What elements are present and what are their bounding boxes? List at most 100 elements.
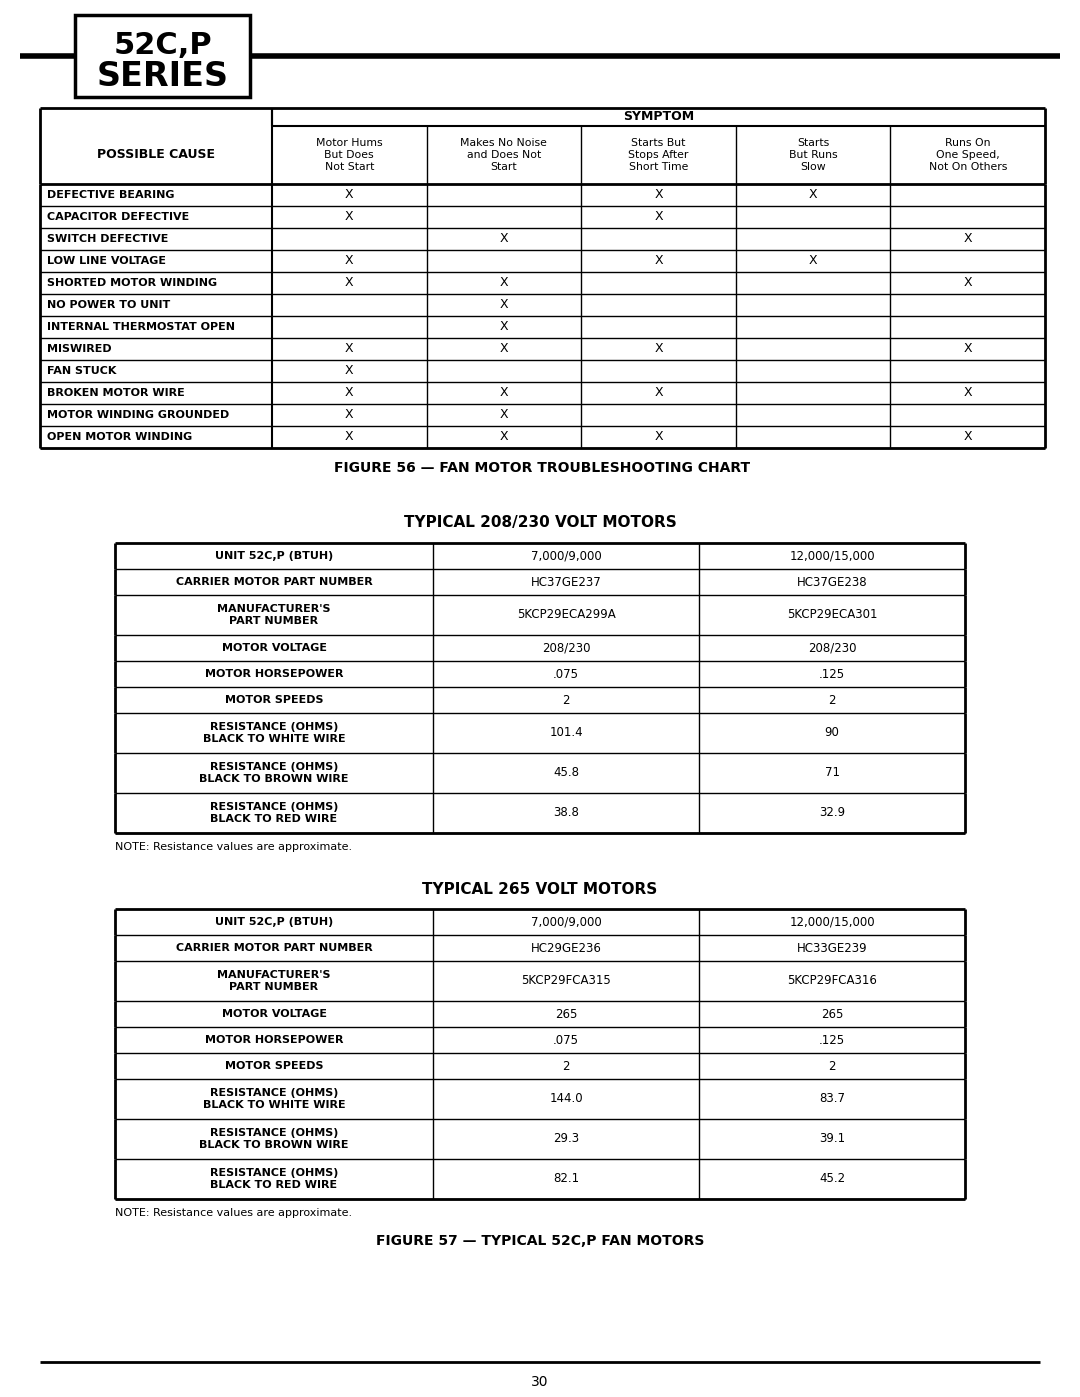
Text: 2: 2 [563, 693, 570, 707]
Text: OPEN MOTOR WINDING: OPEN MOTOR WINDING [48, 432, 192, 441]
Text: 101.4: 101.4 [550, 726, 583, 739]
Text: Starts
But Runs
Slow: Starts But Runs Slow [788, 138, 837, 172]
Text: .075: .075 [553, 1034, 579, 1046]
Text: 5KCP29ECA301: 5KCP29ECA301 [786, 609, 877, 622]
Text: X: X [963, 232, 972, 246]
Text: INTERNAL THERMOSTAT OPEN: INTERNAL THERMOSTAT OPEN [48, 321, 235, 332]
Text: 38.8: 38.8 [553, 806, 579, 820]
Text: X: X [500, 430, 509, 443]
Text: FIGURE 56 — FAN MOTOR TROUBLESHOOTING CHART: FIGURE 56 — FAN MOTOR TROUBLESHOOTING CH… [335, 461, 751, 475]
Text: X: X [654, 342, 663, 355]
Text: X: X [345, 408, 353, 422]
Text: 2: 2 [828, 1059, 836, 1073]
Text: X: X [345, 189, 353, 201]
Text: NOTE: Resistance values are approximate.: NOTE: Resistance values are approximate. [114, 842, 352, 852]
Text: CAPACITOR DEFECTIVE: CAPACITOR DEFECTIVE [48, 212, 189, 222]
Text: 32.9: 32.9 [819, 806, 845, 820]
Text: DEFECTIVE BEARING: DEFECTIVE BEARING [48, 190, 175, 200]
Text: 5KCP29FCA315: 5KCP29FCA315 [522, 975, 611, 988]
Text: Makes No Noise
and Does Not
Start: Makes No Noise and Does Not Start [460, 138, 548, 172]
Text: X: X [345, 387, 353, 400]
Text: .075: .075 [553, 668, 579, 680]
Text: MOTOR SPEEDS: MOTOR SPEEDS [225, 694, 323, 705]
Text: X: X [963, 387, 972, 400]
Text: 83.7: 83.7 [819, 1092, 845, 1105]
Text: RESISTANCE (OHMS)
BLACK TO RED WIRE: RESISTANCE (OHMS) BLACK TO RED WIRE [210, 802, 338, 824]
Text: 5KCP29FCA316: 5KCP29FCA316 [787, 975, 877, 988]
Text: X: X [345, 365, 353, 377]
Text: 71: 71 [824, 767, 839, 780]
Text: MOTOR VOLTAGE: MOTOR VOLTAGE [221, 643, 326, 652]
Text: MOTOR VOLTAGE: MOTOR VOLTAGE [221, 1009, 326, 1018]
Text: 7,000/9,000: 7,000/9,000 [530, 549, 602, 563]
Text: X: X [963, 430, 972, 443]
Text: 265: 265 [821, 1007, 843, 1020]
Text: X: X [963, 342, 972, 355]
Text: UNIT 52C,P (BTUH): UNIT 52C,P (BTUH) [215, 550, 333, 562]
Text: TYPICAL 265 VOLT MOTORS: TYPICAL 265 VOLT MOTORS [422, 882, 658, 897]
Text: X: X [500, 320, 509, 334]
Text: TYPICAL 208/230 VOLT MOTORS: TYPICAL 208/230 VOLT MOTORS [404, 515, 676, 531]
Text: 12,000/15,000: 12,000/15,000 [789, 549, 875, 563]
Text: 82.1: 82.1 [553, 1172, 579, 1186]
Text: Motor Hums
But Does
Not Start: Motor Hums But Does Not Start [316, 138, 382, 172]
Text: RESISTANCE (OHMS)
BLACK TO BROWN WIRE: RESISTANCE (OHMS) BLACK TO BROWN WIRE [199, 763, 349, 784]
Text: NOTE: Resistance values are approximate.: NOTE: Resistance values are approximate. [114, 1208, 352, 1218]
Text: HC33GE239: HC33GE239 [797, 942, 867, 954]
Text: MANUFACTURER'S
PART NUMBER: MANUFACTURER'S PART NUMBER [217, 970, 330, 992]
Text: FIGURE 57 — TYPICAL 52C,P FAN MOTORS: FIGURE 57 — TYPICAL 52C,P FAN MOTORS [376, 1234, 704, 1248]
Text: X: X [345, 277, 353, 289]
Text: 208/230: 208/230 [808, 641, 856, 655]
Text: UNIT 52C,P (BTUH): UNIT 52C,P (BTUH) [215, 916, 333, 928]
Text: MANUFACTURER'S
PART NUMBER: MANUFACTURER'S PART NUMBER [217, 604, 330, 626]
Text: X: X [654, 387, 663, 400]
Text: 45.2: 45.2 [819, 1172, 845, 1186]
Text: .125: .125 [819, 1034, 845, 1046]
Text: 29.3: 29.3 [553, 1133, 579, 1146]
Text: X: X [654, 430, 663, 443]
Text: SHORTED MOTOR WINDING: SHORTED MOTOR WINDING [48, 278, 217, 288]
Text: 30: 30 [531, 1375, 549, 1389]
Text: MISWIRED: MISWIRED [48, 344, 111, 353]
Text: RESISTANCE (OHMS)
BLACK TO RED WIRE: RESISTANCE (OHMS) BLACK TO RED WIRE [210, 1168, 338, 1190]
Text: SERIES: SERIES [96, 60, 229, 94]
Text: X: X [500, 387, 509, 400]
Text: 265: 265 [555, 1007, 577, 1020]
Text: .125: .125 [819, 668, 845, 680]
Text: SYMPTOM: SYMPTOM [623, 110, 694, 123]
Text: HC37GE238: HC37GE238 [797, 576, 867, 588]
Text: 208/230: 208/230 [542, 641, 591, 655]
Text: Starts But
Stops After
Short Time: Starts But Stops After Short Time [629, 138, 689, 172]
Text: X: X [963, 277, 972, 289]
Text: SWITCH DEFECTIVE: SWITCH DEFECTIVE [48, 235, 168, 244]
Text: X: X [654, 211, 663, 224]
Text: X: X [500, 408, 509, 422]
Text: MOTOR HORSEPOWER: MOTOR HORSEPOWER [205, 1035, 343, 1045]
Text: BROKEN MOTOR WIRE: BROKEN MOTOR WIRE [48, 388, 185, 398]
Text: LOW LINE VOLTAGE: LOW LINE VOLTAGE [48, 256, 166, 265]
Text: X: X [809, 254, 818, 267]
Text: FAN STUCK: FAN STUCK [48, 366, 117, 376]
Text: 5KCP29ECA299A: 5KCP29ECA299A [516, 609, 616, 622]
Text: MOTOR HORSEPOWER: MOTOR HORSEPOWER [205, 669, 343, 679]
Text: MOTOR WINDING GROUNDED: MOTOR WINDING GROUNDED [48, 409, 229, 420]
Text: HC29GE236: HC29GE236 [530, 942, 602, 954]
Text: X: X [345, 211, 353, 224]
Text: X: X [654, 254, 663, 267]
Text: 2: 2 [828, 693, 836, 707]
Text: Runs On
One Speed,
Not On Others: Runs On One Speed, Not On Others [929, 138, 1007, 172]
Text: MOTOR SPEEDS: MOTOR SPEEDS [225, 1060, 323, 1071]
Text: RESISTANCE (OHMS)
BLACK TO BROWN WIRE: RESISTANCE (OHMS) BLACK TO BROWN WIRE [199, 1129, 349, 1150]
Text: 12,000/15,000: 12,000/15,000 [789, 915, 875, 929]
Text: X: X [500, 299, 509, 312]
Text: X: X [345, 254, 353, 267]
Text: X: X [654, 189, 663, 201]
Text: NO POWER TO UNIT: NO POWER TO UNIT [48, 300, 171, 310]
Text: 144.0: 144.0 [550, 1092, 583, 1105]
Text: X: X [345, 342, 353, 355]
Text: X: X [500, 342, 509, 355]
Text: 39.1: 39.1 [819, 1133, 845, 1146]
Text: X: X [809, 189, 818, 201]
Text: CARRIER MOTOR PART NUMBER: CARRIER MOTOR PART NUMBER [176, 943, 373, 953]
Text: X: X [345, 430, 353, 443]
